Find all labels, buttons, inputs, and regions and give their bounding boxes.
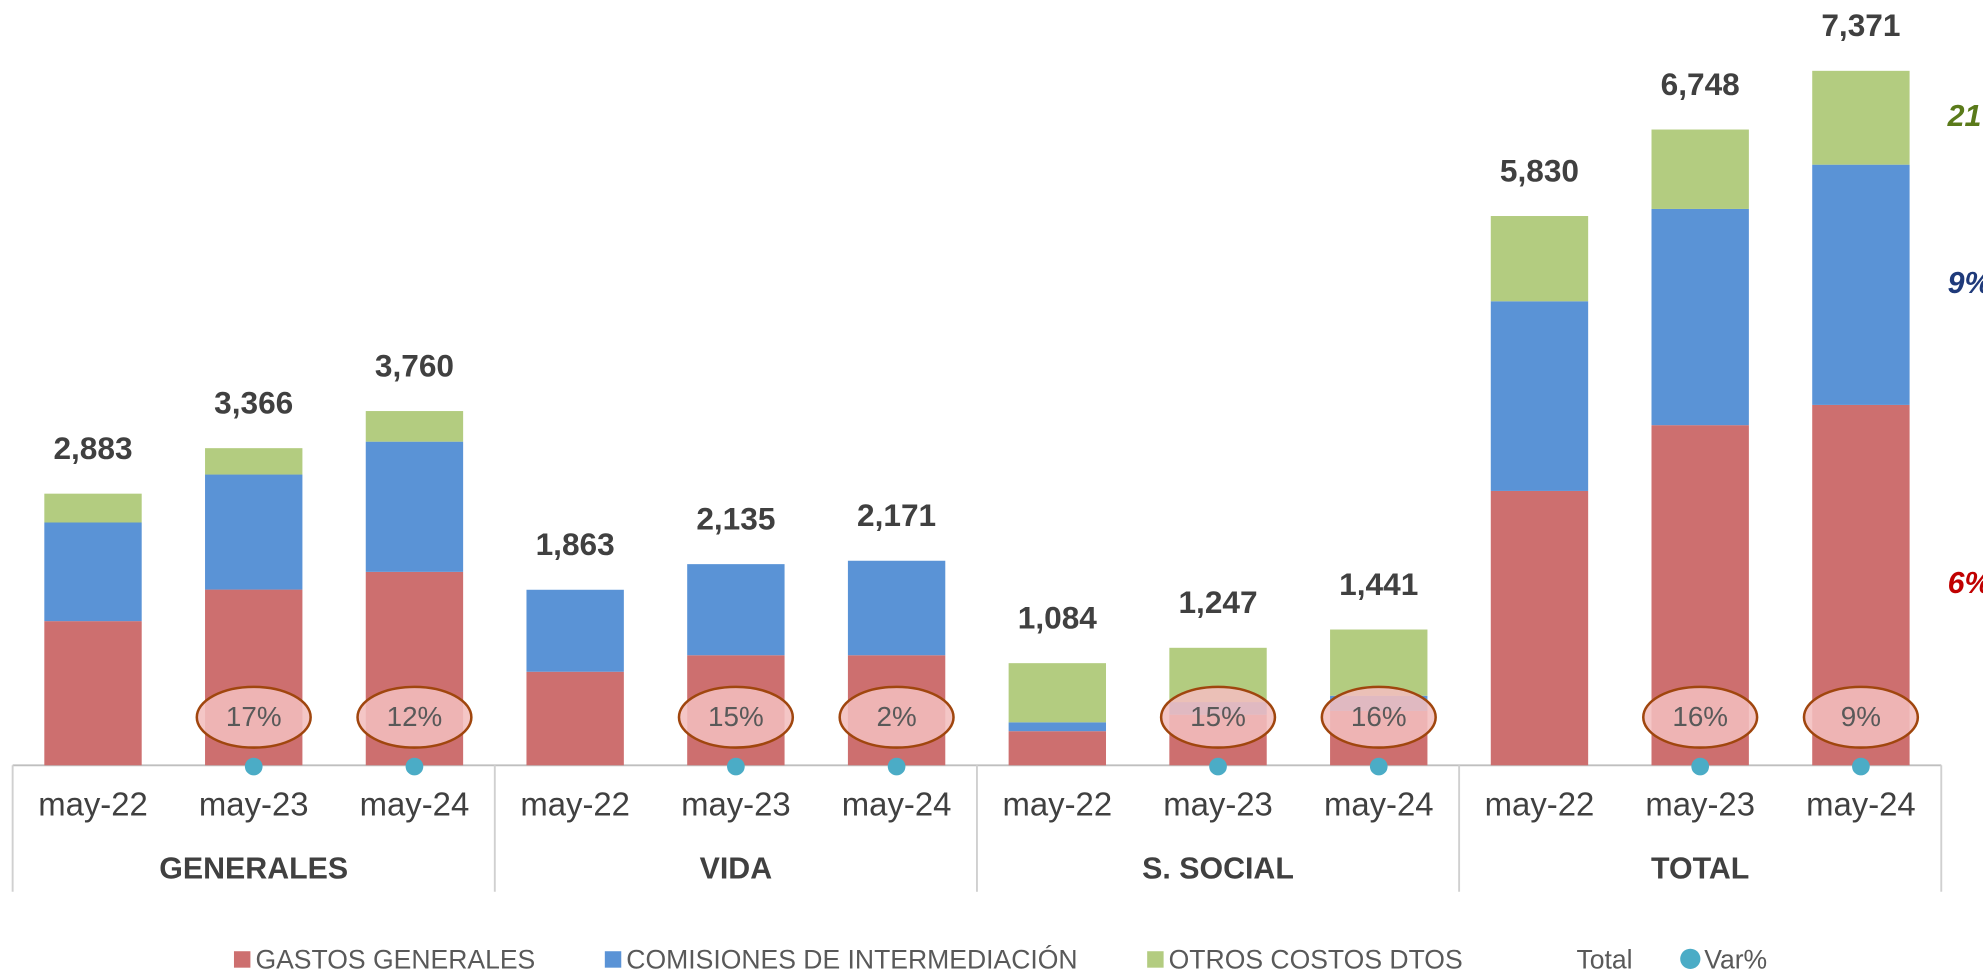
x-tick-label: may-24 <box>1806 786 1916 823</box>
legend-swatch <box>1680 948 1701 969</box>
x-tick-label: may-22 <box>1485 786 1595 823</box>
legend-swatch <box>604 951 622 968</box>
bar-segment <box>1330 629 1428 696</box>
bar-segment <box>44 493 142 523</box>
var-bubble <box>1320 685 1437 749</box>
series-annotation: 6% <box>1948 567 1983 600</box>
bar-segment <box>526 589 624 672</box>
legend-label: Var% <box>1704 944 1767 974</box>
var-label: 15% <box>708 701 764 732</box>
bar-segment <box>365 411 464 442</box>
var-label: 16% <box>1672 701 1728 732</box>
bar-segment <box>1490 490 1589 766</box>
total-label: 1,441 <box>1339 566 1418 602</box>
series-annotation: 9% <box>1948 267 1983 300</box>
var-bubble <box>838 685 955 749</box>
bar-segment <box>687 564 785 656</box>
total-label: 1,863 <box>536 526 615 562</box>
bar-segment <box>205 448 303 475</box>
var-label: 2% <box>876 701 916 732</box>
var-label: 9% <box>1841 701 1881 732</box>
group-label: GENERALES <box>159 852 348 885</box>
var-bubble <box>1159 685 1277 749</box>
x-tick-label: may-23 <box>1163 786 1273 823</box>
var-dot <box>1209 757 1227 776</box>
var-label: 17% <box>226 701 282 732</box>
total-label: 2,171 <box>857 497 936 533</box>
x-tick-label: may-22 <box>520 786 630 823</box>
total-label: 2,135 <box>696 500 775 536</box>
var-bubble <box>1642 685 1759 749</box>
x-tick-label: may-22 <box>1003 786 1113 823</box>
group-label: TOTAL <box>1651 852 1749 885</box>
var-bubble <box>195 685 312 749</box>
var-dot <box>1691 757 1710 776</box>
bar-segment <box>1008 663 1107 723</box>
bar-segment <box>1490 216 1589 302</box>
var-bubble <box>677 685 795 749</box>
total-label: 1,247 <box>1178 584 1257 620</box>
legend-label: Total <box>1576 944 1632 974</box>
legend-swatch <box>1147 951 1164 968</box>
x-tick-label: may-22 <box>38 786 148 823</box>
total-label: 3,366 <box>214 385 293 421</box>
bar-segment <box>1008 722 1107 732</box>
bar-segment <box>526 671 624 766</box>
var-label: 15% <box>1190 701 1246 732</box>
bar-segment <box>44 522 142 622</box>
legend-label: COMISIONES DE INTERMEDIACIÓN <box>626 944 1077 974</box>
bar-segment <box>1651 208 1749 426</box>
bar-segment <box>365 441 464 572</box>
bar-segment <box>1812 164 1910 405</box>
total-label: 2,883 <box>53 430 132 466</box>
var-dot <box>887 757 906 776</box>
var-label: 16% <box>1351 701 1407 732</box>
bar-segment <box>205 474 303 590</box>
x-tick-label: may-23 <box>1645 786 1755 823</box>
group-label: VIDA <box>700 852 773 885</box>
x-tick-label: may-23 <box>681 786 791 823</box>
var-bubble <box>356 685 473 749</box>
var-dot <box>1852 757 1870 776</box>
legend-label: OTROS COSTOS DTOS <box>1169 944 1463 974</box>
x-tick-label: may-24 <box>360 786 470 823</box>
var-dot <box>727 757 745 776</box>
var-label: 12% <box>387 701 443 732</box>
bar-segment <box>1008 731 1107 766</box>
var-dot <box>1369 757 1388 776</box>
var-bubble <box>1802 685 1920 749</box>
x-tick-label: may-24 <box>1324 786 1434 823</box>
total-label: 7,371 <box>1821 7 1900 43</box>
total-label: 6,748 <box>1661 66 1740 102</box>
bar-segment <box>847 560 946 656</box>
total-label: 5,830 <box>1500 152 1579 188</box>
var-dot <box>405 757 424 776</box>
bar-segment <box>44 621 142 766</box>
legend-swatch <box>233 951 251 968</box>
total-label: 1,084 <box>1018 600 1098 636</box>
x-tick-label: may-24 <box>842 786 952 823</box>
x-tick-label: may-23 <box>199 786 309 823</box>
bar-segment <box>1812 70 1910 165</box>
legend-label: GASTOS GENERALES <box>255 944 535 974</box>
var-dot <box>244 757 263 776</box>
series-annotation: 21% <box>1947 100 1983 133</box>
bar-segment <box>1490 301 1589 491</box>
total-label: 3,760 <box>375 347 454 383</box>
bar-segment <box>1651 129 1749 209</box>
group-label: S. SOCIAL <box>1142 852 1294 885</box>
